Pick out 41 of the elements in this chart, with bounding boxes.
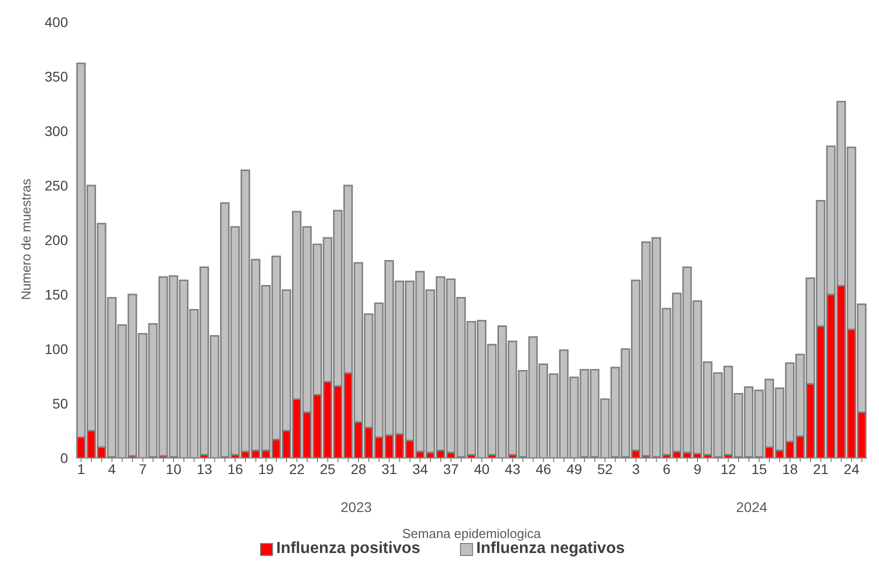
y-tick-label: 150	[44, 286, 68, 302]
y-axis-title: Numero de muestras	[18, 178, 34, 300]
x-tick-label: 25	[320, 460, 336, 477]
x-tick-label: 21	[812, 460, 829, 477]
y-tick-label: 400	[44, 14, 68, 30]
x-tick-label: 31	[382, 460, 398, 477]
x-tick-label: 9	[694, 460, 702, 477]
x-tick-label: 10	[166, 460, 182, 477]
x-tick-label: 18	[782, 460, 798, 477]
x-tick-label: 6	[662, 460, 671, 477]
legend-label: Influenza positivos	[275, 540, 420, 558]
x-tick-label: 49	[566, 460, 582, 477]
x-tick-label: 3	[632, 460, 640, 477]
x-tick-label: 24	[844, 460, 860, 477]
y-tick-label: 100	[44, 340, 68, 357]
x-tick-label: 34	[412, 460, 428, 477]
y-tick-label: 0	[60, 450, 68, 466]
x-tick-label: 7	[138, 460, 147, 477]
y-tick-label: 200	[44, 232, 68, 248]
x-tick-label: 1	[77, 460, 86, 477]
y-tick-label: 300	[44, 122, 68, 139]
y-tick-label: 350	[44, 68, 68, 84]
x-tick-label: 52	[597, 460, 614, 477]
x-tick-label: 43	[504, 460, 521, 477]
x-tick-label: 13	[196, 460, 212, 477]
x-tick-label: 46	[536, 460, 552, 477]
y-tick-label: 50	[52, 395, 68, 412]
text: 2024	[735, 499, 768, 515]
x-tick-label: 22	[289, 460, 305, 477]
x-tick-label: 12	[720, 460, 736, 477]
x-tick-label: 40	[474, 460, 490, 477]
x-tick-label: 28	[350, 460, 366, 477]
y-tick-label: 250	[44, 177, 68, 194]
x-tick-label: 15	[751, 460, 768, 477]
x-tick-label: 4	[108, 460, 116, 477]
legend-label: Influenza negativos	[476, 540, 625, 558]
x-axis-title: Semana epidemiologica	[402, 526, 542, 541]
text: 2023	[340, 499, 373, 515]
x-tick-label: 16	[227, 460, 244, 477]
x-tick-label: 19	[258, 460, 274, 477]
x-tick-label: 37	[443, 460, 459, 477]
